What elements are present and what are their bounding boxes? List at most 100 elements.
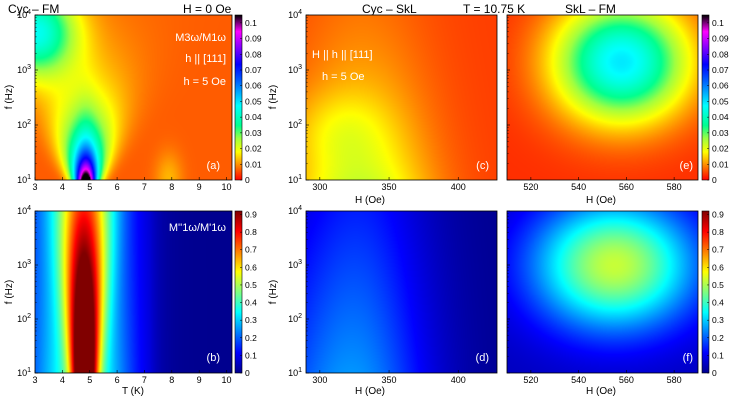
x-tick-label-e: 560 (619, 182, 634, 192)
panel-label-c: (c) (476, 160, 489, 172)
heatmap-e (507, 15, 698, 180)
x-tick-label-e: 540 (571, 182, 586, 192)
colorbar-tick-label-f: 0.4 (712, 298, 724, 308)
colorbar-tick-label-a: 0.07 (245, 65, 262, 75)
colorbar-tick-label-b: 0.2 (245, 333, 257, 343)
y-tick-label-a: 101 (17, 174, 31, 185)
y-tick-label-a: 102 (17, 119, 31, 130)
panel-label-a: (a) (207, 160, 220, 172)
axes-frame-a (34, 14, 233, 181)
heatmap-b (35, 211, 232, 373)
y-ticks-e (507, 14, 510, 181)
colorbar-tick-label-f: 0.3 (712, 315, 724, 325)
colorbar-tick-label-a: 0.01 (245, 159, 262, 169)
colorbar-tick-label-a: 0.08 (245, 49, 262, 59)
colorbar-e-ticks: 0 0.01 0.02 0.03 0.04 0.05 0.06 0.07 0.08 0.09 0.1 (707, 18, 729, 185)
colorbar-e-gradient (701, 14, 710, 181)
panel-b: 3 4 5 6 7 8 9 10 101 102 103 104 M''1ω/M'1ω (b) T … (4, 205, 233, 397)
heatmap-f (507, 211, 698, 373)
colorbar-tick-label-f: 0.2 (712, 333, 724, 343)
colorbar-tick-label-b: 0.7 (245, 245, 257, 255)
x-axis-label-d: H (Oe) (355, 386, 385, 397)
x-tick-label-b: 9 (197, 375, 202, 385)
colorbar-f: 0 0.1 0.2 0.3 0.4 0.5 0.6 0.7 0.8 0.9 (701, 210, 724, 378)
panel-label-d: (d) (476, 352, 489, 364)
colorbar-tick-label-f: 0.7 (712, 245, 724, 255)
x-tick-label-e: 580 (667, 182, 682, 192)
colorbar-tick-label-a: 0.02 (245, 144, 262, 154)
colorbar-tick-label-f: 0.5 (712, 280, 724, 290)
colorbar-tick-label-a: 0.1 (245, 18, 257, 28)
y-tick-label-c: 104 (288, 9, 302, 20)
colorbar-tick-label-b: 0.8 (245, 227, 257, 237)
colorbar-a: 0 0.01 0.02 0.03 0.04 0.05 0.06 0.07 0.08 0.09 0.1 (234, 14, 262, 185)
heatmap-a (35, 15, 232, 180)
x-tick-label-f: 580 (667, 375, 682, 385)
colorbar-tick-label-b: 0.3 (245, 315, 257, 325)
x-tick-label-a: 9 (197, 182, 202, 192)
colorbar-tick-label-b: 0.1 (245, 350, 257, 360)
colorbar-f-ticks: 0 0.1 0.2 0.3 0.4 0.5 0.6 0.7 0.8 0.9 (707, 210, 724, 378)
colorbar-b: 0 0.1 0.2 0.3 0.4 0.5 0.6 0.7 0.8 0.9 (234, 210, 257, 378)
x-ticks-d: 300 350 400 (312, 370, 466, 385)
panel-f: 520 540 560 580 (f) H (Oe) (506, 210, 699, 397)
x-tick-label-b: 4 (60, 375, 65, 385)
x-tick-label-c: 300 (312, 182, 327, 192)
panel-d: 300 350 400 101 102 103 104 (d) H (Oe) f (Hz) (268, 205, 498, 397)
colorbar-tick-label-b: 0.4 (245, 298, 257, 308)
x-tick-label-d: 400 (451, 375, 466, 385)
y-tick-label-b: 102 (17, 313, 31, 324)
x-tick-label-b: 7 (142, 375, 147, 385)
quantity-label-b: M''1ω/M'1ω (169, 222, 227, 234)
x-tick-label-f: 560 (619, 375, 634, 385)
y-tick-label-b: 103 (17, 259, 31, 270)
panel-label-f: (f) (683, 352, 693, 364)
x-tick-label-f: 520 (523, 375, 538, 385)
x-ticks-e: 520 540 560 580 (523, 177, 682, 192)
panel-e: 520 540 560 580 (e) H (Oe) (506, 14, 699, 206)
header-middle: Cyc – SkL (362, 2, 417, 16)
annotation-c-2: h = 5 Oe (322, 71, 365, 83)
y-tick-label-c: 103 (288, 64, 302, 75)
x-tick-label-d: 350 (382, 375, 397, 385)
y-tick-label-d: 102 (288, 313, 302, 324)
axes-frame-d (305, 210, 498, 374)
colorbar-tick-label-a: 0.09 (245, 34, 262, 44)
colorbar-tick-label-a: 0.06 (245, 81, 262, 91)
x-tick-label-a: 7 (142, 182, 147, 192)
x-ticks-a: 3 4 5 6 7 8 9 10 (32, 177, 232, 192)
colorbar-tick-label-f: 0 (712, 368, 717, 378)
colorbar-tick-label-e: 0.05 (712, 96, 729, 106)
panel-c: 300 350 400 101 102 103 104 H || h || [111] h… (268, 9, 498, 206)
axes-frame-b (34, 210, 233, 374)
x-tick-label-b: 6 (115, 375, 120, 385)
colorbar-a-gradient (234, 14, 243, 181)
y-tick-label-c: 102 (288, 119, 302, 130)
y-ticks-a: 101 102 103 104 (17, 9, 38, 185)
colorbar-tick-label-e: 0.02 (712, 144, 729, 154)
colorbar-tick-label-f: 0.9 (712, 210, 724, 220)
colorbar-tick-label-a: 0.05 (245, 96, 262, 106)
x-tick-label-b: 5 (87, 375, 92, 385)
y-tick-label-b: 104 (17, 205, 31, 216)
x-tick-label-b: 10 (222, 375, 232, 385)
colorbar-tick-label-a: 0.03 (245, 128, 262, 138)
y-tick-label-c: 101 (288, 174, 302, 185)
colorbar-tick-label-a: 0.04 (245, 112, 262, 122)
colorbar-tick-label-b: 0.9 (245, 210, 257, 220)
colorbar-a-ticks: 0 0.01 0.02 0.03 0.04 0.05 0.06 0.07 0.08 0.09 0.1 (240, 18, 262, 185)
x-tick-label-b: 3 (32, 375, 37, 385)
heatmap-c (306, 15, 497, 180)
colorbar-tick-label-e: 0.01 (712, 159, 729, 169)
x-tick-label-a: 10 (222, 182, 232, 192)
header-temperature: T = 10.75 K (463, 2, 525, 16)
colorbar-b-gradient (234, 210, 243, 374)
colorbar-tick-label-e: 0.1 (712, 18, 724, 28)
colorbar-tick-label-e: 0.03 (712, 128, 729, 138)
x-tick-label-c: 350 (382, 182, 397, 192)
colorbar-e: 0 0.01 0.02 0.03 0.04 0.05 0.06 0.07 0.08 0.09 0.1 (701, 14, 729, 185)
y-axis-label-b: f (Hz) (4, 280, 15, 304)
x-tick-label-a: 5 (87, 182, 92, 192)
colorbar-tick-label-e: 0.04 (712, 112, 729, 122)
x-tick-label-f: 540 (571, 375, 586, 385)
